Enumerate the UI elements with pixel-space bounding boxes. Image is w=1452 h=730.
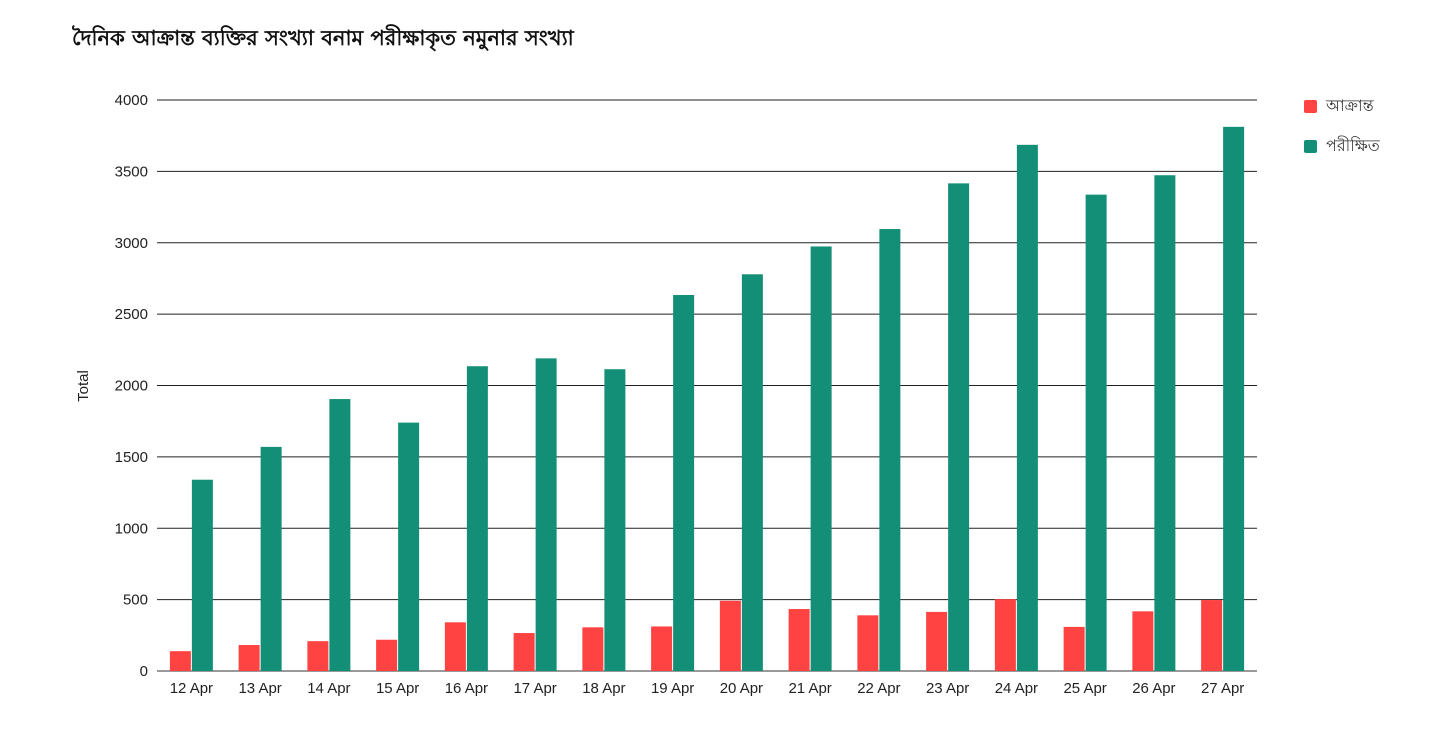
bar-tested[interactable]	[741, 274, 763, 671]
bar-tested[interactable]	[673, 294, 695, 671]
x-tick-label: 23 Apr	[926, 680, 969, 697]
bar-tested[interactable]	[1085, 194, 1107, 671]
bar-infected[interactable]	[1063, 626, 1085, 671]
bar-tested[interactable]	[398, 422, 420, 671]
x-tick-label: 27 Apr	[1201, 680, 1244, 697]
y-tick-label: 1000	[115, 520, 148, 537]
legend-label-tested: পরীক্ষিত	[1326, 135, 1380, 155]
x-tick-label: 15 Apr	[376, 680, 419, 697]
bar-tested[interactable]	[260, 446, 282, 671]
bar-infected[interactable]	[994, 599, 1016, 671]
x-axis-tick-labels: 12 Apr 13 Apr 14 Apr 15 Apr 16 Apr 17 Apr 18 A…	[170, 680, 1245, 697]
x-tick-label: 16 Apr	[445, 680, 488, 697]
x-tick-label: 20 Apr	[720, 680, 763, 697]
bar-infected[interactable]	[1132, 611, 1154, 671]
bar-infected[interactable]	[238, 645, 260, 671]
bar-tested[interactable]	[604, 369, 626, 671]
bar-infected[interactable]	[788, 609, 810, 671]
x-tick-label: 18 Apr	[582, 680, 625, 697]
x-tick-label: 26 Apr	[1132, 680, 1175, 697]
bar-infected[interactable]	[719, 600, 741, 671]
y-tick-label: 3500	[115, 163, 148, 180]
y-axis-tick-labels: 0 500 1000 1500 2000 2500 3000 3500 4000	[115, 92, 148, 680]
y-tick-label: 2000	[115, 378, 148, 395]
y-tick-label: 4000	[115, 92, 148, 109]
bar-infected[interactable]	[307, 641, 329, 671]
bar-infected[interactable]	[513, 633, 535, 671]
y-tick-label: 1500	[115, 449, 148, 466]
bar-infected[interactable]	[582, 627, 604, 671]
bar-infected[interactable]	[857, 615, 879, 671]
legend-label-infected: আক্রান্ত	[1326, 95, 1374, 115]
bar-infected[interactable]	[1201, 600, 1223, 671]
legend-swatch-tested	[1304, 139, 1317, 153]
y-tick-label: 0	[140, 663, 148, 680]
bar-infected[interactable]	[926, 611, 948, 671]
x-tick-label: 13 Apr	[238, 680, 281, 697]
legend-item-infected: আক্রান্ত	[1304, 96, 1380, 116]
bar-tested[interactable]	[329, 399, 351, 671]
y-tick-label: 500	[123, 592, 148, 609]
x-tick-label: 25 Apr	[1063, 680, 1106, 697]
bar-tested[interactable]	[191, 479, 213, 671]
y-tick-label: 2500	[115, 306, 148, 323]
y-axis-label: Total	[75, 370, 92, 402]
x-tick-label: 22 Apr	[857, 680, 900, 697]
bar-infected[interactable]	[376, 639, 398, 671]
chart-title: দৈনিক আক্রান্ত ব্যক্তির সংখ্যা বনাম পরীক…	[72, 26, 574, 50]
legend: আক্রান্ত পরীক্ষিত	[1304, 96, 1380, 176]
bar-tested[interactable]	[879, 229, 901, 671]
bar-tested[interactable]	[810, 246, 832, 672]
bar-tested[interactable]	[1223, 126, 1245, 672]
x-tick-label: 24 Apr	[995, 680, 1038, 697]
bar-infected[interactable]	[169, 651, 191, 671]
bar-tested[interactable]	[535, 358, 557, 671]
bars	[169, 126, 1245, 672]
bar-infected[interactable]	[444, 622, 466, 671]
bar-tested[interactable]	[948, 183, 970, 671]
bar-infected[interactable]	[651, 626, 673, 671]
x-tick-label: 12 Apr	[170, 680, 213, 697]
x-tick-label: 14 Apr	[307, 680, 350, 697]
y-tick-label: 3000	[115, 235, 148, 252]
bar-tested[interactable]	[1154, 175, 1176, 671]
bar-tested[interactable]	[466, 366, 488, 671]
x-tick-label: 21 Apr	[788, 680, 831, 697]
x-tick-label: 19 Apr	[651, 680, 694, 697]
bar-tested[interactable]	[1016, 144, 1038, 672]
legend-item-tested: পরীক্ষিত	[1304, 136, 1380, 156]
x-tick-label: 17 Apr	[513, 680, 556, 697]
legend-swatch-infected	[1304, 99, 1317, 113]
